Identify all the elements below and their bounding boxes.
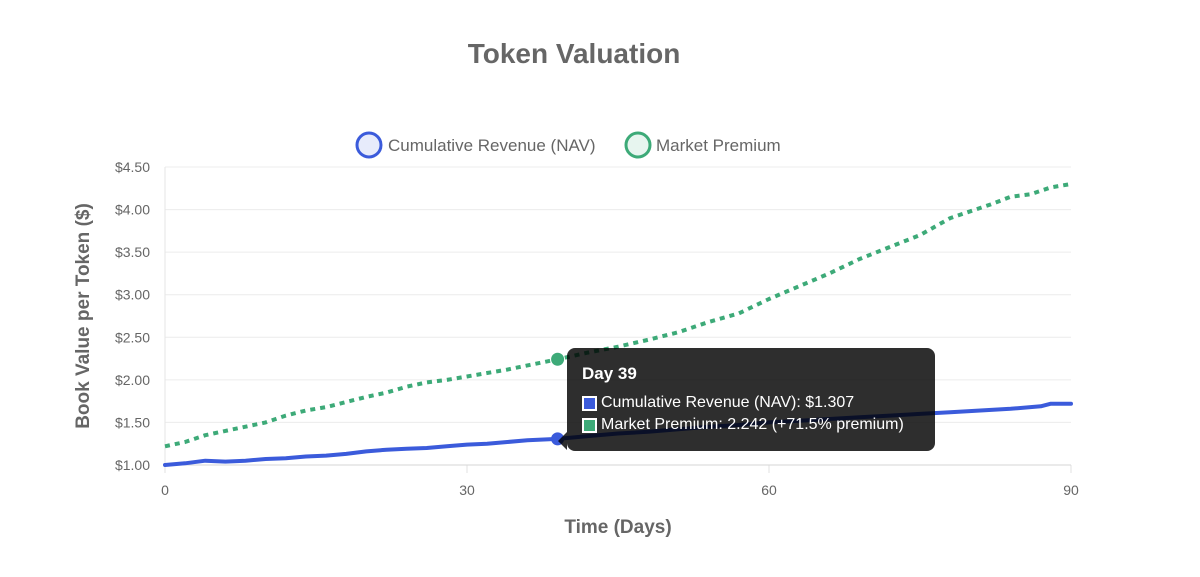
tooltip-row-nav: Cumulative Revenue (NAV): $1.307 xyxy=(582,392,921,414)
axes: $1.00 $1.50 $2.00 $2.50 $3.00 $3.50 $4.00 $4.50… xyxy=(115,159,1079,498)
y-tick-label: $3.00 xyxy=(115,287,150,303)
y-tick-label: $4.00 xyxy=(115,202,150,218)
tooltip-swatch-market-premium xyxy=(582,417,597,433)
y-tick-label: $3.50 xyxy=(115,244,150,260)
x-tick-label: 90 xyxy=(1063,482,1079,498)
hover-point-1 xyxy=(551,352,565,366)
y-tick-label: $2.50 xyxy=(115,329,150,345)
tooltip-text-nav: Cumulative Revenue (NAV): $1.307 xyxy=(601,394,855,411)
y-axis-title: Book Value per Token ($) xyxy=(73,203,94,429)
tooltip-title: Day 39 xyxy=(582,364,637,383)
legend-item-nav[interactable]: Cumulative Revenue (NAV) xyxy=(355,131,596,159)
x-tick-label: 60 xyxy=(761,482,777,498)
y-tick-label: $1.00 xyxy=(115,457,150,473)
tooltip-row-market-premium: Market Premium: 2.242 (+71.5% premium) xyxy=(582,414,921,436)
y-tick-label: $4.50 xyxy=(115,159,150,175)
legend-item-market-premium[interactable]: Market Premium xyxy=(624,131,781,159)
chart-title: Token Valuation xyxy=(468,38,681,69)
legend-swatch-market-premium xyxy=(624,131,652,159)
x-tick-label: 30 xyxy=(459,482,475,498)
x-axis-title: Time (Days) xyxy=(564,517,671,538)
y-tick-label: $2.00 xyxy=(115,372,150,388)
tooltip: Day 39 Cumulative Revenue (NAV): $1.307 … xyxy=(558,348,935,451)
legend-label-market-premium: Market Premium xyxy=(656,136,781,155)
tooltip-swatch-nav xyxy=(582,395,597,411)
legend: Cumulative Revenue (NAV) Market Premium xyxy=(355,131,781,159)
tooltip-caret xyxy=(558,432,567,450)
x-tick-label: 0 xyxy=(161,482,169,498)
legend-label-nav: Cumulative Revenue (NAV) xyxy=(388,136,596,155)
legend-swatch-nav xyxy=(355,131,383,159)
y-tick-label: $1.50 xyxy=(115,414,150,430)
tooltip-text-market-premium: Market Premium: 2.242 (+71.5% premium) xyxy=(601,416,904,433)
